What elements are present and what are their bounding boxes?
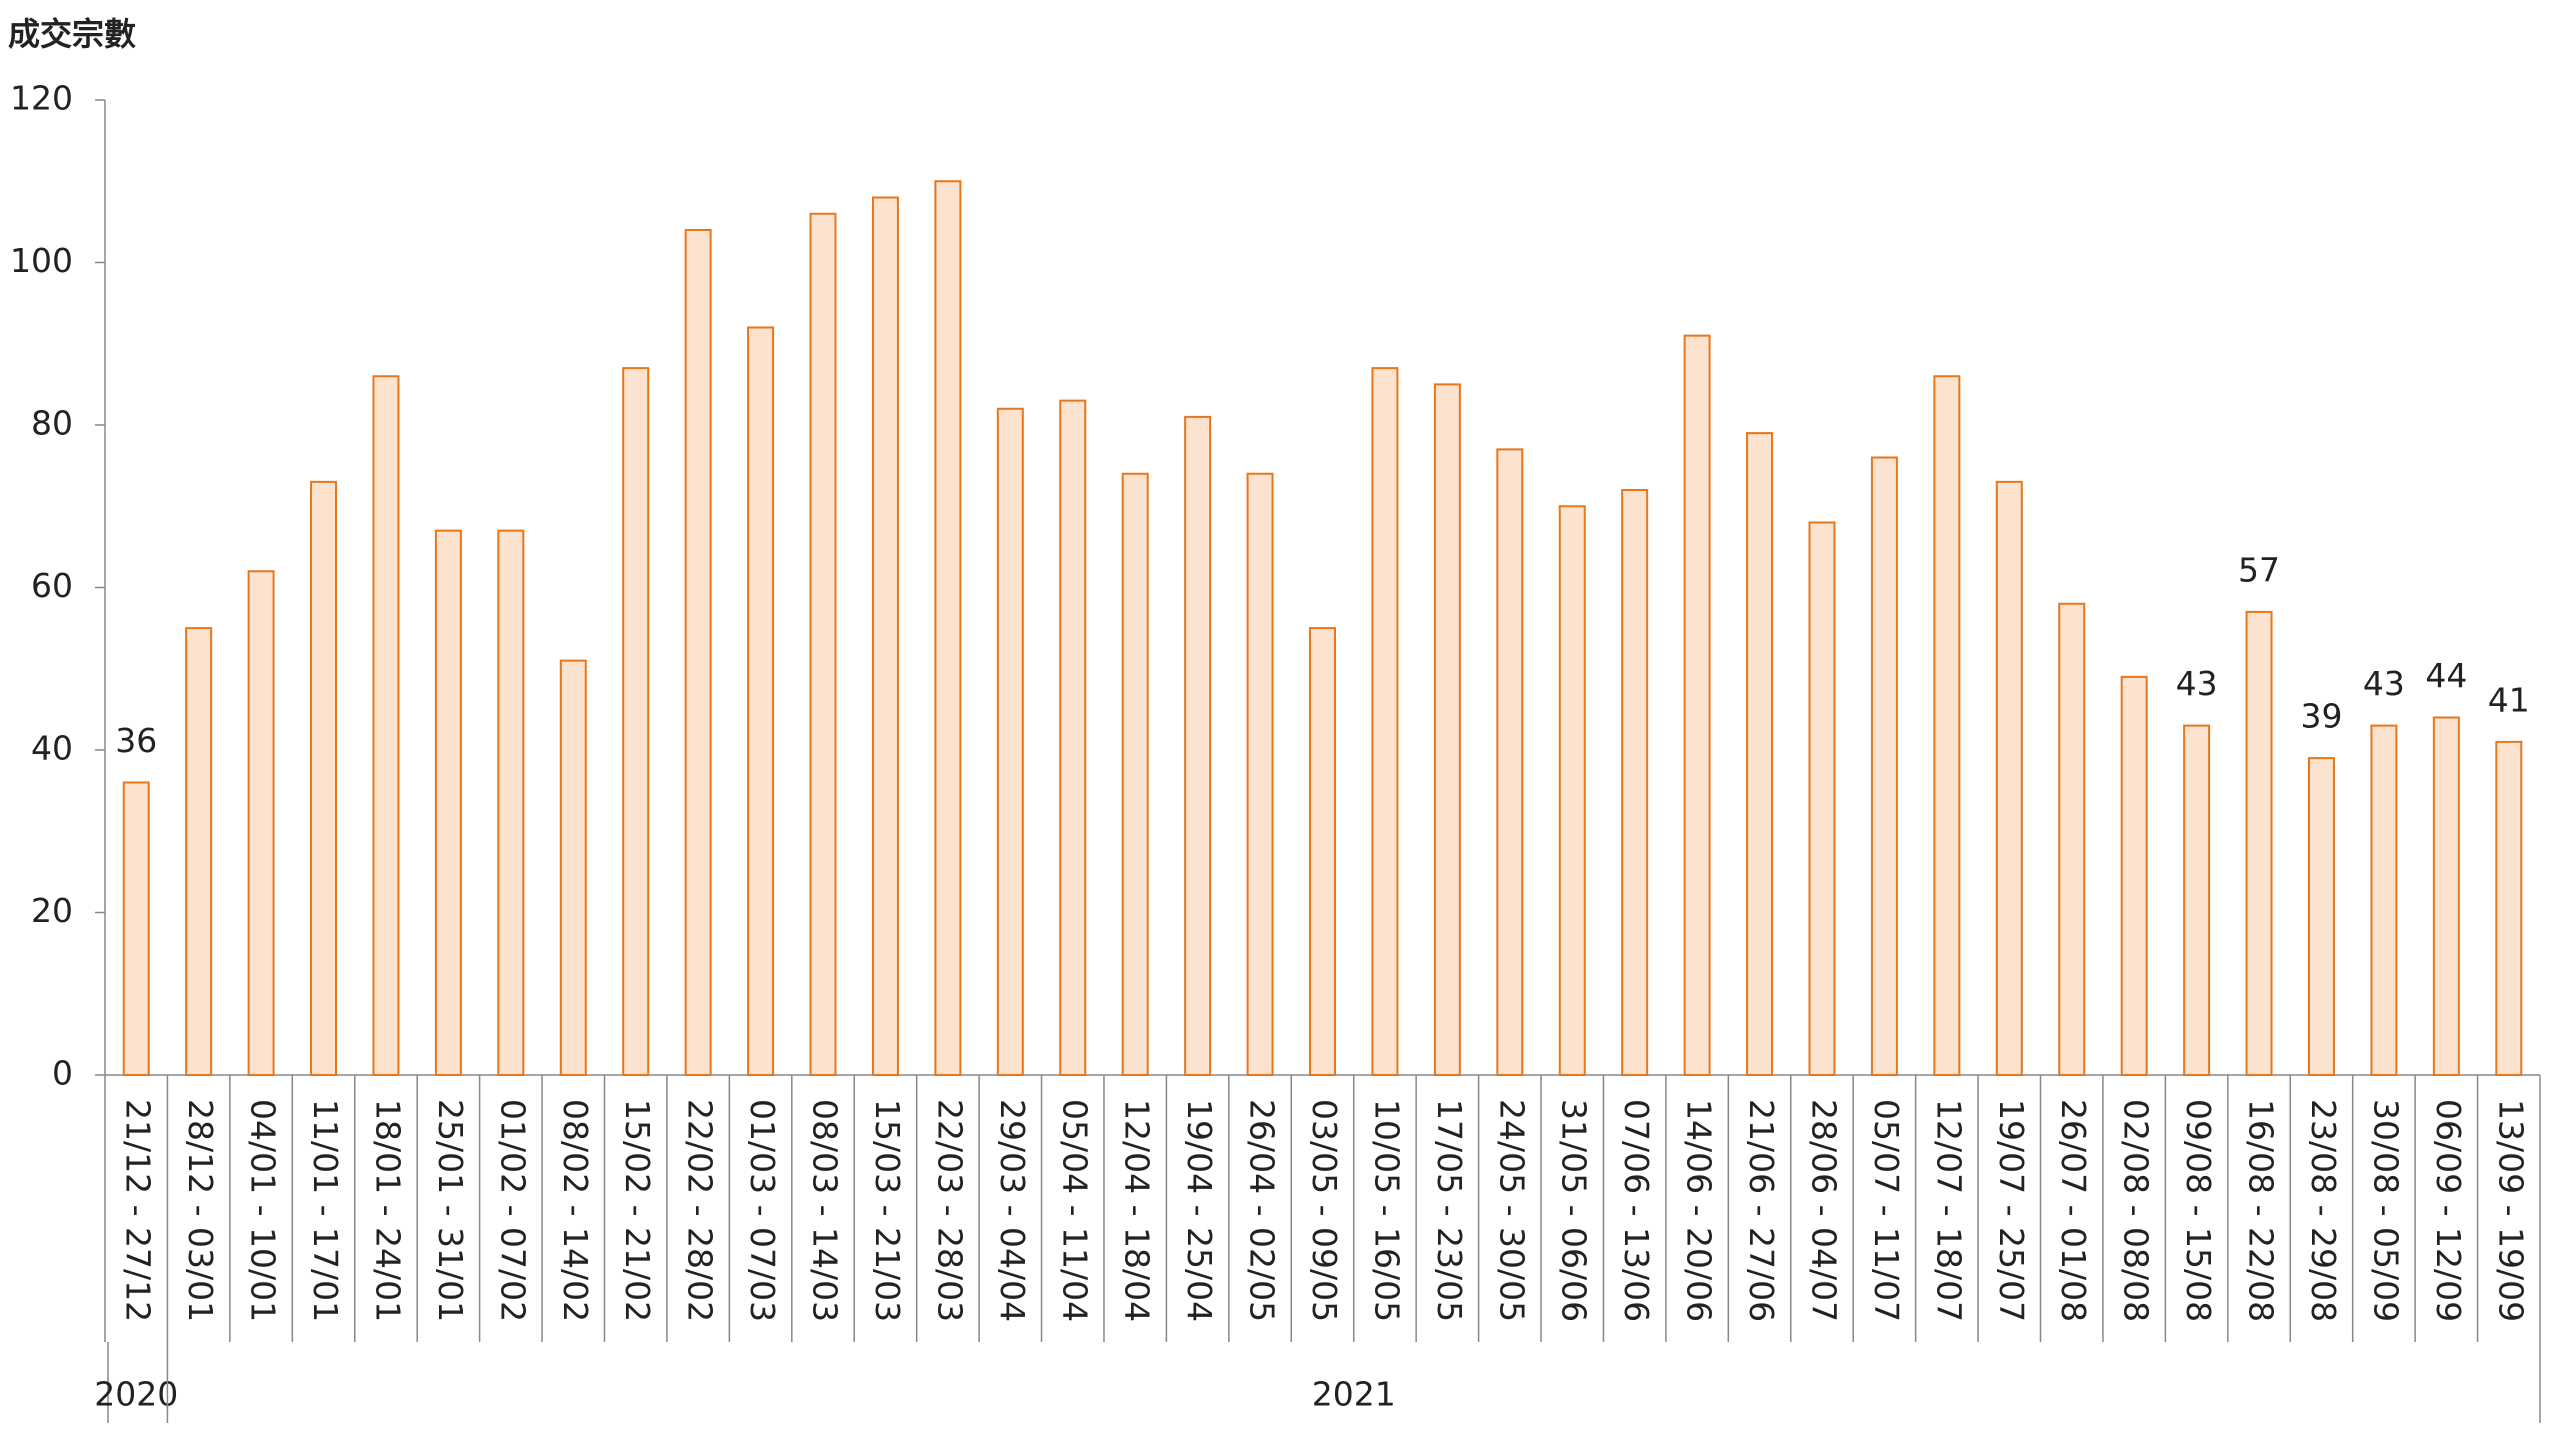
bar bbox=[1621, 489, 1649, 1076]
x-tick-label: 04/01 - 10/01 bbox=[244, 1099, 283, 1322]
y-tick-label: 80 bbox=[31, 404, 73, 443]
x-tick-label: 31/05 - 06/06 bbox=[1555, 1099, 1594, 1322]
x-tick-label: 03/05 - 09/05 bbox=[1305, 1099, 1344, 1322]
bar bbox=[684, 229, 712, 1076]
bar bbox=[1121, 472, 1149, 1076]
x-tick-label: 08/02 - 14/02 bbox=[556, 1099, 595, 1322]
bar bbox=[622, 367, 650, 1076]
x-tick-label: 23/08 - 29/08 bbox=[2304, 1099, 2343, 1322]
x-tick-label: 18/01 - 24/01 bbox=[368, 1099, 407, 1322]
bar bbox=[747, 326, 775, 1076]
x-tick-label: 15/02 - 21/02 bbox=[618, 1099, 657, 1322]
x-tick-label: 01/03 - 07/03 bbox=[743, 1099, 782, 1322]
bar bbox=[2307, 757, 2335, 1076]
x-tick-label: 06/09 - 12/09 bbox=[2429, 1099, 2468, 1322]
bar bbox=[1433, 383, 1461, 1076]
x-tick-label: 08/03 - 14/03 bbox=[806, 1099, 845, 1322]
x-tick-label: 26/07 - 01/08 bbox=[2054, 1099, 2093, 1322]
x-tick-label: 25/01 - 31/01 bbox=[431, 1099, 470, 1322]
data-label: 36 bbox=[115, 721, 157, 760]
x-tick-label: 26/04 - 02/05 bbox=[1243, 1099, 1282, 1322]
bar bbox=[497, 529, 525, 1076]
x-tick-label: 21/12 - 27/12 bbox=[119, 1099, 158, 1322]
bar bbox=[1496, 448, 1524, 1076]
x-tick-label: 09/08 - 15/08 bbox=[2179, 1099, 2218, 1322]
x-tick-label: 12/04 - 18/04 bbox=[1118, 1099, 1157, 1322]
x-tick-label: 17/05 - 23/05 bbox=[1430, 1099, 1469, 1322]
bar bbox=[1371, 367, 1399, 1076]
data-label: 39 bbox=[2300, 697, 2342, 736]
group-label: 2020 bbox=[94, 1375, 178, 1414]
bar bbox=[2120, 675, 2148, 1076]
x-tick-label: 28/12 - 03/01 bbox=[181, 1099, 220, 1322]
x-tick-label: 19/07 - 25/07 bbox=[1992, 1099, 2031, 1322]
y-tick-label: 60 bbox=[31, 566, 73, 605]
x-tick-label: 30/08 - 05/09 bbox=[2366, 1099, 2405, 1322]
x-tick-label: 16/08 - 22/08 bbox=[2242, 1099, 2281, 1322]
x-tick-label: 01/02 - 07/02 bbox=[493, 1099, 532, 1322]
x-tick-label: 05/04 - 11/04 bbox=[1055, 1099, 1094, 1322]
bar bbox=[1683, 334, 1711, 1076]
bar bbox=[2245, 610, 2273, 1076]
bar bbox=[2495, 740, 2523, 1076]
bar bbox=[871, 196, 899, 1076]
group-label: 2021 bbox=[1312, 1375, 1396, 1414]
x-tick-label: 07/06 - 13/06 bbox=[1617, 1099, 1656, 1322]
x-tick-label: 11/01 - 17/01 bbox=[306, 1099, 345, 1322]
y-tick-label: 120 bbox=[10, 79, 73, 118]
x-tick-label: 22/03 - 28/03 bbox=[930, 1099, 969, 1322]
x-tick-label: 19/04 - 25/04 bbox=[1180, 1099, 1219, 1322]
bar bbox=[185, 627, 213, 1076]
x-tick-label: 05/07 - 11/07 bbox=[1867, 1099, 1906, 1322]
x-tick-label: 28/06 - 04/07 bbox=[1804, 1099, 1843, 1322]
bar bbox=[1309, 627, 1336, 1076]
data-label: 43 bbox=[2176, 664, 2218, 703]
bar bbox=[2432, 716, 2460, 1076]
bar bbox=[372, 375, 400, 1076]
bar bbox=[310, 480, 338, 1076]
bar bbox=[1184, 415, 1212, 1076]
bar bbox=[434, 529, 462, 1076]
x-tick-label: 22/02 - 28/02 bbox=[681, 1099, 720, 1322]
bar bbox=[1059, 399, 1087, 1076]
bar bbox=[1558, 505, 1586, 1076]
bar bbox=[934, 180, 962, 1076]
x-tick-label: 12/07 - 18/07 bbox=[1929, 1099, 1968, 1322]
data-label: 57 bbox=[2238, 550, 2280, 589]
bar bbox=[996, 407, 1024, 1076]
bar bbox=[1995, 480, 2023, 1076]
y-axis-title: 成交宗數 bbox=[8, 15, 136, 53]
x-tick-label: 15/03 - 21/03 bbox=[868, 1099, 907, 1322]
data-label: 44 bbox=[2425, 656, 2467, 695]
bar bbox=[809, 212, 837, 1076]
data-label: 43 bbox=[2363, 664, 2405, 703]
y-tick-label: 100 bbox=[10, 241, 73, 280]
data-label: 41 bbox=[2488, 680, 2530, 719]
x-tick-label: 13/09 - 19/09 bbox=[2491, 1099, 2530, 1322]
bar bbox=[559, 659, 587, 1076]
y-tick-label: 20 bbox=[31, 891, 73, 930]
bar bbox=[1870, 456, 1898, 1076]
bar bbox=[2370, 724, 2398, 1076]
bar bbox=[1246, 472, 1274, 1076]
y-tick-label: 0 bbox=[52, 1054, 73, 1093]
bar bbox=[1746, 432, 1774, 1076]
bar bbox=[1933, 375, 1961, 1076]
bar bbox=[2183, 724, 2211, 1076]
bar bbox=[1808, 521, 1836, 1076]
x-tick-label: 10/05 - 16/05 bbox=[1367, 1099, 1406, 1322]
y-tick-label: 40 bbox=[31, 729, 73, 768]
x-tick-label: 02/08 - 08/08 bbox=[2117, 1099, 2156, 1322]
bar bbox=[122, 781, 150, 1076]
bar bbox=[247, 570, 275, 1076]
bar bbox=[2058, 602, 2086, 1076]
x-tick-label: 29/03 - 04/04 bbox=[993, 1099, 1032, 1322]
x-tick-label: 21/06 - 27/06 bbox=[1742, 1099, 1781, 1322]
x-tick-label: 24/05 - 30/05 bbox=[1492, 1099, 1531, 1322]
x-tick-label: 14/06 - 20/06 bbox=[1680, 1099, 1719, 1322]
